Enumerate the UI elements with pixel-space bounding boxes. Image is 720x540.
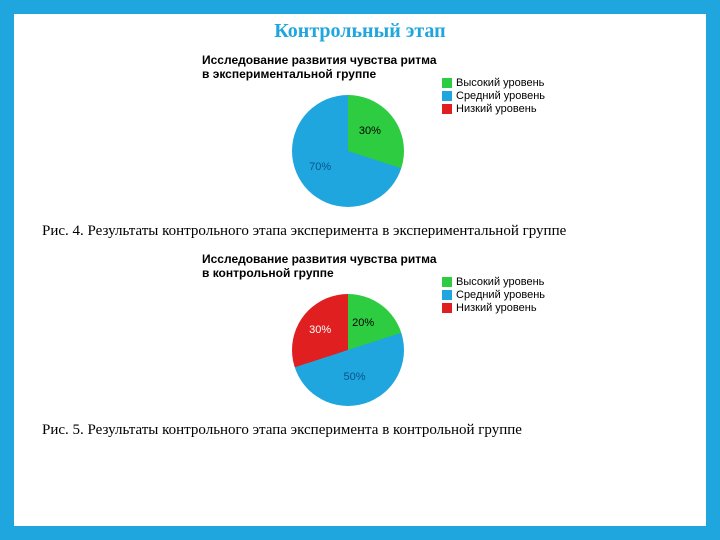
legend-swatch (442, 91, 452, 101)
legend-label: Низкий уровень (456, 103, 537, 115)
chart-2-title: Исследование развития чувства ритма в ко… (202, 252, 437, 280)
chart-2-legend: Высокий уровеньСредний уровеньНизкий уро… (442, 276, 545, 315)
chart-2-pie-wrap: 20% 50% 30% (292, 294, 404, 406)
chart-1: Исследование развития чувства ритма в эк… (32, 49, 688, 219)
caption-2: Рис. 5. Результаты контрольного этапа эк… (42, 422, 688, 439)
legend-swatch (442, 78, 452, 88)
legend-label: Низкий уровень (456, 302, 537, 314)
chart-1-legend: Высокий уровеньСредний уровеньНизкий уро… (442, 77, 545, 116)
legend-item: Низкий уровень (442, 302, 545, 314)
legend-item: Низкий уровень (442, 103, 545, 115)
slide-frame: Контрольный этап Исследование развития ч… (0, 0, 720, 540)
chart-2: Исследование развития чувства ритма в ко… (32, 248, 688, 418)
legend-item: Высокий уровень (442, 276, 545, 288)
pie-slice-label: 30% (359, 125, 381, 137)
pie-slice-label: 50% (344, 371, 366, 383)
legend-item: Высокий уровень (442, 77, 545, 89)
pie-slice-label: 20% (352, 317, 374, 329)
chart-1-title: Исследование развития чувства ритма в эк… (202, 53, 437, 81)
legend-swatch (442, 290, 452, 300)
caption-1: Рис. 4. Результаты контрольного этапа эк… (42, 223, 688, 240)
legend-label: Средний уровень (456, 90, 545, 102)
page-title: Контрольный этап (32, 20, 688, 43)
legend-swatch (442, 104, 452, 114)
chart-1-pie: 30% 70% (292, 95, 404, 207)
chart-1-pie-wrap: 30% 70% (292, 95, 404, 207)
legend-item: Средний уровень (442, 90, 545, 102)
chart-2-pie: 20% 50% 30% (292, 294, 404, 406)
legend-label: Высокий уровень (456, 276, 544, 288)
legend-swatch (442, 303, 452, 313)
pie-slice-label: 70% (309, 161, 331, 173)
pie-slice-label: 30% (309, 324, 331, 336)
slide-card: Контрольный этап Исследование развития ч… (14, 14, 706, 526)
legend-swatch (442, 277, 452, 287)
legend-label: Средний уровень (456, 289, 545, 301)
legend-label: Высокий уровень (456, 77, 544, 89)
legend-item: Средний уровень (442, 289, 545, 301)
